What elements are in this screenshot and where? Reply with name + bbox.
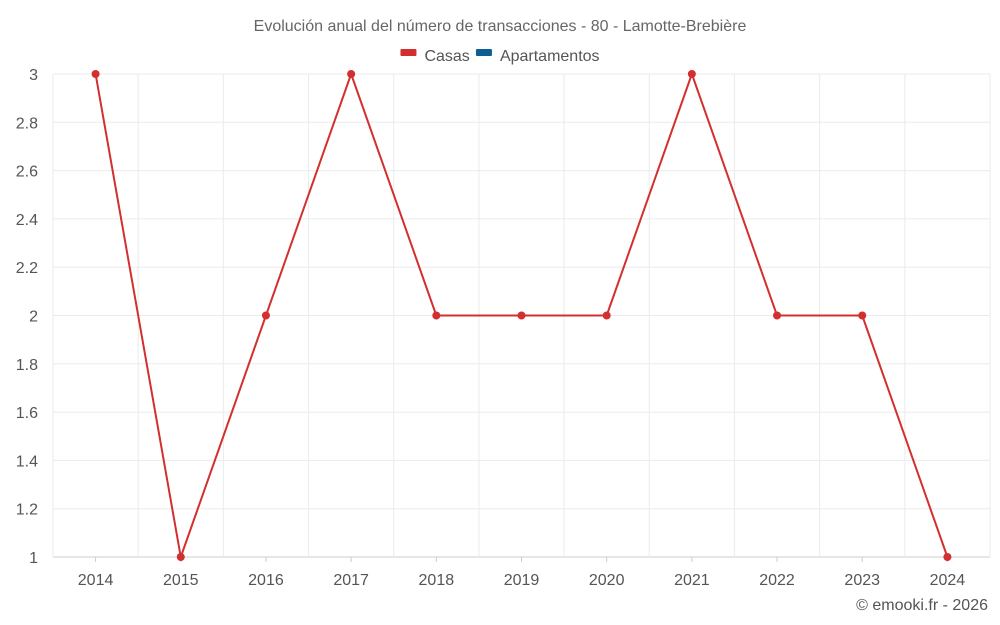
y-tick-label: 2.6 (16, 164, 38, 181)
data-point[interactable] (773, 311, 782, 320)
y-tick-label: 2.2 (16, 260, 38, 277)
data-point[interactable] (517, 311, 526, 320)
x-tick-label: 2016 (248, 572, 284, 589)
data-point[interactable] (176, 553, 185, 561)
credit-text: © emooki.fr - 2026 (856, 597, 988, 614)
data-point[interactable] (687, 70, 696, 78)
y-tick-label: 1.8 (16, 357, 38, 374)
legend[interactable]: Casas Apartamentos (400, 48, 600, 65)
x-tick-label: 2021 (674, 572, 710, 589)
x-tick-label: 2018 (419, 572, 455, 589)
y-tick-label: 3 (29, 67, 38, 84)
y-tick-label: 2.8 (16, 115, 38, 132)
x-tick-label: 2022 (759, 572, 795, 589)
legend-item-casas[interactable]: Casas (400, 48, 470, 65)
data-point[interactable] (943, 553, 952, 561)
data-point[interactable] (91, 70, 100, 78)
data-point[interactable] (858, 311, 867, 320)
series-layer (91, 70, 952, 561)
data-point[interactable] (602, 311, 611, 320)
x-tick-label: 2017 (333, 572, 369, 589)
legend-item-apartamentos[interactable]: Apartamentos (475, 48, 600, 65)
x-tick-label: 2023 (844, 572, 880, 589)
x-tick-label: 2015 (163, 572, 199, 589)
y-tick-label: 1.2 (16, 502, 38, 519)
data-point[interactable] (347, 70, 356, 78)
x-tick-label: 2014 (78, 572, 114, 589)
x-tick-label: 2020 (589, 572, 625, 589)
y-axis: 1 1.2 1.4 1.6 1.8 2 2.2 2.4 2.6 2.8 3 (16, 67, 38, 567)
legend-swatch (475, 49, 492, 56)
x-tick-label: 2019 (504, 572, 540, 589)
legend-label: Casas (424, 48, 469, 65)
y-tick-label: 1.4 (16, 453, 38, 470)
legend-label: Apartamentos (500, 48, 600, 65)
y-tick-label: 2 (29, 309, 38, 326)
data-point[interactable] (261, 311, 270, 320)
y-tick-label: 1 (29, 550, 38, 567)
y-tick-label: 2.4 (16, 212, 38, 229)
x-tick-label: 2024 (930, 572, 966, 589)
legend-swatch (400, 49, 417, 56)
x-axis: 2014 2015 2016 2017 2018 2019 2020 2021 2022 2023… (78, 557, 966, 589)
chart-title: Evolución anual del número de transaccio… (254, 18, 747, 35)
data-point[interactable] (432, 311, 441, 320)
y-tick-label: 1.6 (16, 405, 38, 422)
